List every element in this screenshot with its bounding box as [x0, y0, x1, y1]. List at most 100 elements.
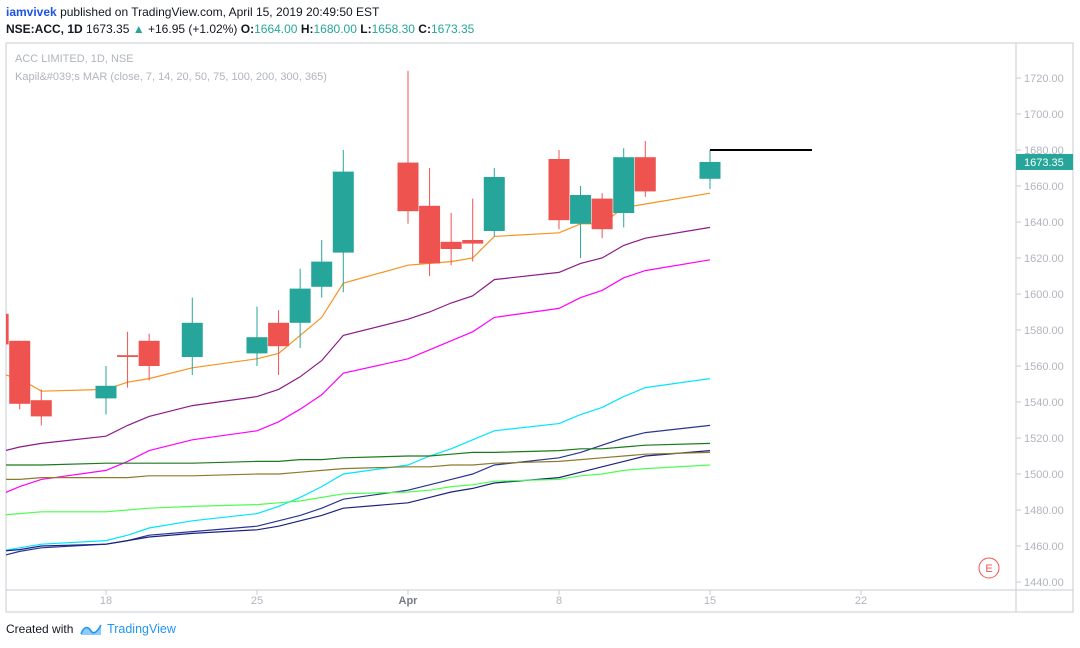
chart-frame	[5, 42, 1074, 613]
low-label: L:	[360, 22, 372, 36]
candle	[268, 310, 290, 375]
moving-average-line	[6, 450, 711, 552]
candle	[30, 389, 52, 426]
price-tick-label: 1640.00	[1024, 217, 1064, 229]
earnings-marker[interactable]: E	[978, 557, 1000, 579]
moving-average-line	[6, 378, 711, 551]
publish-info: iamvivek published on TradingView.com, A…	[6, 5, 379, 19]
last-price-tag: 1673.35	[1016, 153, 1073, 170]
price-tick-label: 1460.00	[1024, 541, 1064, 553]
open-value: 1664.00	[254, 22, 298, 36]
candle	[570, 186, 592, 258]
price-tick-label: 1500.00	[1024, 469, 1064, 481]
symbol-name: NSE:ACC, 1D	[6, 22, 83, 36]
created-with-text: Created with	[6, 622, 74, 636]
price-tick-label: 1700.00	[1024, 109, 1064, 121]
candle	[634, 141, 656, 197]
candle	[332, 150, 354, 293]
moving-average-line	[6, 442, 711, 466]
last-price: 1673.35	[86, 22, 130, 36]
moving-average-line	[6, 464, 711, 516]
moving-average-line	[6, 451, 711, 480]
price-change: +16.95 (+1.02%)	[148, 22, 238, 36]
candle-body	[246, 337, 268, 354]
candle-body	[9, 340, 31, 404]
candle-body	[548, 159, 570, 221]
high-label: H:	[300, 22, 314, 36]
price-tick-label: 1600.00	[1024, 289, 1064, 301]
tradingview-link[interactable]: TradingView	[107, 622, 176, 636]
candle-body	[311, 261, 333, 287]
candle-body	[613, 157, 635, 213]
candle	[613, 148, 635, 228]
moving-average-line	[6, 259, 711, 493]
candle	[483, 168, 505, 237]
low-value: 1658.30	[371, 22, 415, 36]
time-tick-label: Apr	[399, 595, 419, 607]
price-tick-label: 1580.00	[1024, 325, 1064, 337]
time-tick-label: 22	[855, 595, 867, 607]
author-link[interactable]: iamvivek	[6, 5, 57, 19]
candle-body	[462, 240, 484, 244]
candle	[311, 240, 333, 298]
price-tick-label: 1440.00	[1024, 577, 1064, 589]
earnings-icon[interactable]	[978, 557, 1000, 579]
tradingview-logo-icon	[79, 624, 102, 635]
earnings-letter: E	[985, 563, 992, 575]
published-text: published on TradingView.com, April 15, …	[60, 5, 380, 19]
moving-average-line	[6, 424, 711, 556]
time-tick-label: 8	[556, 595, 562, 607]
price-tick-label: 1620.00	[1024, 253, 1064, 265]
last-price-tag-bg	[1016, 153, 1073, 170]
price-axis[interactable]: 1440.00 1460.00 1480.00 1500.00 1520.00 1540.…	[1016, 73, 1064, 589]
price-tick-label: 1520.00	[1024, 433, 1064, 445]
price-tick-label: 1480.00	[1024, 505, 1064, 517]
candle	[462, 198, 484, 262]
time-tick-label: 15	[704, 595, 716, 607]
legend-indicator: Kapil&#039;s MAR (close, 7, 14, 20, 50, …	[15, 71, 327, 83]
candle-body	[483, 177, 505, 231]
candle-body	[419, 205, 441, 264]
candle	[95, 366, 117, 415]
candle-body	[289, 288, 311, 323]
time-axis[interactable]: 18 25 Apr 8 15 22	[100, 590, 867, 607]
candle	[6, 313, 9, 345]
candle-body	[591, 198, 613, 230]
price-tick-label: 1660.00	[1024, 181, 1064, 193]
candle	[246, 306, 268, 366]
price-tick-label: 1720.00	[1024, 73, 1064, 85]
candle	[181, 297, 203, 375]
legend-symbol: ACC LIMITED, 1D, NSE	[15, 53, 134, 65]
candle-body	[117, 355, 139, 357]
last-price-tag-label: 1673.35	[1024, 157, 1064, 169]
candle-body	[699, 161, 721, 179]
candle	[117, 331, 139, 388]
candle	[419, 168, 441, 276]
candle	[289, 268, 311, 348]
candle-body	[440, 241, 462, 249]
open-label: O:	[240, 22, 255, 36]
symbol-summary: NSE:ACC, 1D 1673.35 ▲ +16.95 (+1.02%) O:…	[6, 22, 474, 36]
candle	[138, 333, 160, 381]
candle-body	[397, 162, 419, 212]
candle	[397, 70, 419, 224]
candle-body	[181, 322, 203, 357]
up-arrow-icon: ▲	[132, 22, 145, 36]
footer: Created with TradingView	[6, 622, 176, 636]
time-tick-label: 25	[251, 595, 263, 607]
candle	[591, 193, 613, 239]
candle	[548, 150, 570, 230]
candle	[440, 213, 462, 266]
price-tick-label: 1560.00	[1024, 361, 1064, 373]
close-label: C:	[418, 22, 431, 36]
candle-body	[332, 171, 354, 253]
candle-body	[570, 195, 592, 224]
close-value: 1673.35	[430, 22, 475, 36]
candle-body	[95, 385, 117, 399]
candle-body	[30, 400, 52, 417]
candles	[6, 70, 721, 426]
candle-body	[268, 322, 290, 347]
price-tick-label: 1540.00	[1024, 397, 1064, 409]
candle	[9, 340, 31, 410]
